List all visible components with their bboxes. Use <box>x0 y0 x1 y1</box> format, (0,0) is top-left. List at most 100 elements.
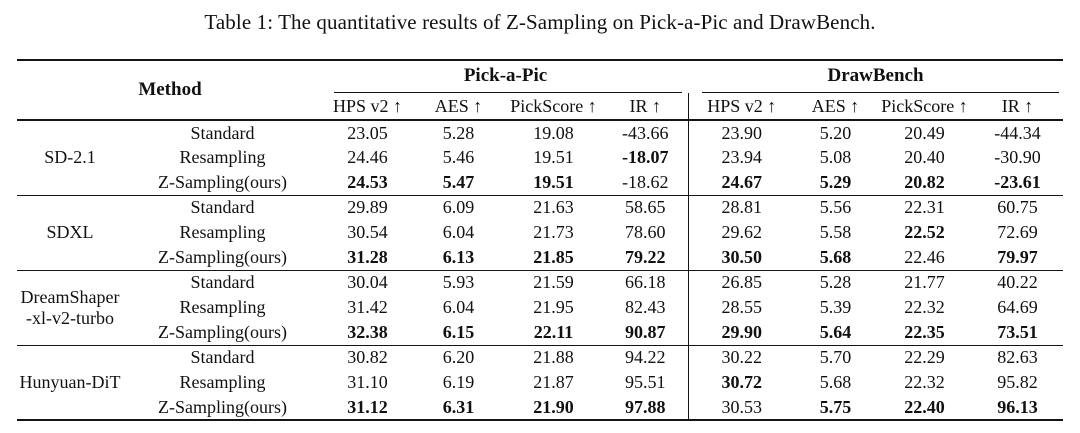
metric-value: 21.63 <box>533 197 574 218</box>
col-header-pickapic-ir: IR ↑ <box>602 93 689 121</box>
model-name: Hunyuan-DiT <box>17 345 123 421</box>
group-header-row: Method Pick-a-Pic DrawBench <box>17 60 1063 121</box>
metric-value: 21.87 <box>533 372 574 392</box>
metric-value: 19.51 <box>504 170 603 196</box>
metric-value: 5.68 <box>794 245 877 271</box>
table-row: Resampling 24.46 5.46 19.51 -18.07 23.94 5.08 2… <box>17 145 1062 170</box>
metric-value: 30.72 <box>688 370 795 395</box>
variant-label: Standard <box>190 347 255 368</box>
metric-value: 30.54 <box>347 222 388 242</box>
variant-label: Standard <box>190 197 255 218</box>
metric-value: 5.08 <box>819 147 852 167</box>
metric-value: 23.94 <box>688 145 795 170</box>
metric-value: 24.53 <box>322 170 413 196</box>
table-header: Method Pick-a-Pic DrawBench HPS v2 ↑ AES… <box>17 60 1063 121</box>
metric-value: 6.15 <box>412 320 505 346</box>
metric-value: 30.22 <box>688 345 795 370</box>
variant-label: Resampling <box>179 222 266 242</box>
metric-value: 5.28 <box>819 272 852 293</box>
model-name-line: Hunyuan-DiT <box>19 371 121 392</box>
metric-value: 94.22 <box>625 347 666 368</box>
table-row: DreamShaper -xl-v2-turbo Standard 30.04 5.93… <box>17 270 1062 346</box>
metric-value: 23.90 <box>688 120 795 145</box>
model-name: DreamShaper -xl-v2-turbo <box>17 270 123 346</box>
method-header: Method <box>17 60 323 121</box>
metric-value: 6.19 <box>442 372 475 392</box>
col-header-pickapic-aes: AES ↑ <box>412 93 505 121</box>
metric-value: 20.49 <box>904 122 945 143</box>
metric-value: 21.90 <box>504 395 603 421</box>
metric-value: 5.29 <box>794 170 877 196</box>
metric-value: 5.28 <box>442 122 475 143</box>
metric-value: 19.08 <box>533 122 574 143</box>
metric-value: 96.13 <box>972 395 1063 421</box>
col-header-pickapic-hps: HPS v2 ↑ <box>322 93 413 121</box>
metric-value: 22.31 <box>904 197 945 218</box>
metric-value: 90.87 <box>602 320 689 346</box>
col-header-pickapic-pickscore: PickScore ↑ <box>504 93 603 121</box>
metric-value: 5.68 <box>819 372 852 392</box>
metric-value: 79.97 <box>972 245 1063 271</box>
metric-value: 29.62 <box>688 220 795 245</box>
metric-value: 21.59 <box>533 272 574 293</box>
col-header-drawbench-hps: HPS v2 ↑ <box>688 93 795 121</box>
metric-value: 22.52 <box>904 222 945 242</box>
table-row: Z-Sampling(ours) 32.38 6.15 22.11 90.87 29.90… <box>17 320 1063 346</box>
table-caption: Table 1: The quantitative results of Z-S… <box>204 10 876 34</box>
metric-value: 72.69 <box>997 222 1038 242</box>
metric-value: -23.61 <box>972 170 1063 196</box>
metric-value: 31.42 <box>347 297 388 317</box>
group-header-drawbench: DrawBench <box>689 60 1063 93</box>
results-table-body: SD-2.1 Standard 23.05 5.28 19.08 -43.66 23.90 5… <box>17 120 1063 421</box>
metric-value: 24.46 <box>347 147 388 167</box>
metric-value: 78.60 <box>625 222 666 242</box>
metric-value: 6.04 <box>442 222 475 242</box>
metric-value: -18.62 <box>602 170 689 196</box>
model-name-line: DreamShaper <box>20 286 120 307</box>
metric-value: 21.73 <box>533 222 574 242</box>
metric-value: 6.13 <box>412 245 505 271</box>
metric-value: 30.50 <box>688 245 795 271</box>
metric-value: 5.58 <box>819 222 852 242</box>
metric-value: 6.20 <box>442 347 475 368</box>
metric-value: 5.46 <box>442 147 475 167</box>
metric-value: 21.77 <box>904 272 945 293</box>
metric-value: 5.75 <box>794 395 877 421</box>
metric-value: 30.82 <box>347 347 388 368</box>
metric-value: 21.95 <box>533 297 574 317</box>
metric-value: 95.51 <box>625 372 666 392</box>
metric-value: 97.88 <box>602 395 689 421</box>
metric-value: 29.90 <box>688 320 795 346</box>
metric-value: 5.56 <box>819 197 852 218</box>
metric-value: 24.67 <box>688 170 795 196</box>
metric-value: -43.66 <box>622 122 669 143</box>
metric-value: 23.05 <box>347 122 388 143</box>
metric-value: 30.53 <box>688 395 795 421</box>
metric-value: 6.04 <box>442 297 475 317</box>
metric-value: 73.51 <box>972 320 1063 346</box>
metric-value: 19.51 <box>533 147 574 167</box>
metric-value: 31.28 <box>322 245 413 271</box>
metric-value: 60.75 <box>997 197 1038 218</box>
model-name-line: SD-2.1 <box>44 147 96 168</box>
metric-value: 22.11 <box>504 320 603 346</box>
metric-value: 5.39 <box>819 297 852 317</box>
metric-value: 6.09 <box>442 197 475 218</box>
metric-value: 20.82 <box>876 170 973 196</box>
metric-value: 22.29 <box>904 347 945 368</box>
metric-value: -18.07 <box>622 147 669 167</box>
metric-value: 29.89 <box>347 197 388 218</box>
metric-value: 82.43 <box>625 297 666 317</box>
variant-label: Standard <box>190 122 255 143</box>
model-name: SD-2.1 <box>17 120 123 196</box>
metric-value: -30.90 <box>994 147 1041 167</box>
group-header-pick-a-pic: Pick-a-Pic <box>322 60 688 93</box>
table-row: Resampling 31.10 6.19 21.87 95.51 30.72 5.68 22… <box>17 370 1062 395</box>
variant-label: Resampling <box>179 147 266 167</box>
metric-value: 5.70 <box>819 347 852 368</box>
variant-label: Z-Sampling(ours) <box>122 395 323 421</box>
table-row: Z-Sampling(ours) 24.53 5.47 19.51 -18.62 24.6… <box>17 170 1063 196</box>
col-header-drawbench-pickscore: PickScore ↑ <box>876 93 973 121</box>
metric-value: 40.22 <box>997 272 1038 293</box>
